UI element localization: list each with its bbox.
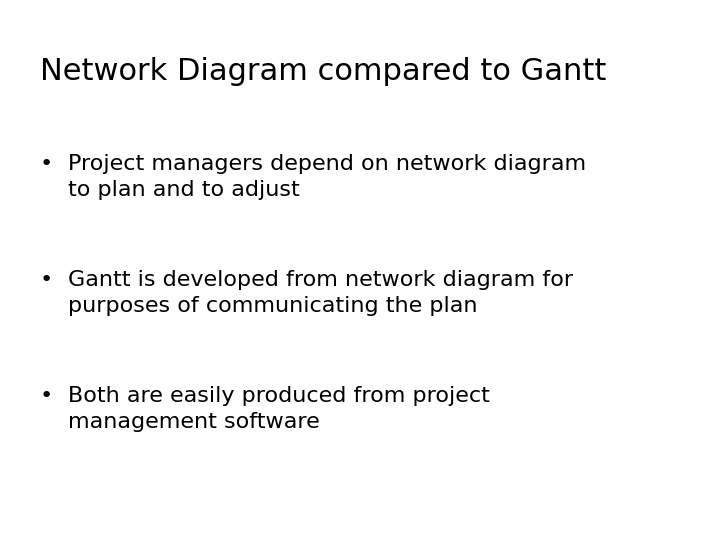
- Text: Gantt is developed from network diagram for
purposes of communicating the plan: Gantt is developed from network diagram …: [68, 270, 574, 315]
- Text: Project managers depend on network diagram
to plan and to adjust: Project managers depend on network diagr…: [68, 154, 587, 199]
- Text: •: •: [40, 386, 53, 406]
- Text: Both are easily produced from project
management software: Both are easily produced from project ma…: [68, 386, 490, 431]
- Text: •: •: [40, 270, 53, 290]
- Text: •: •: [40, 154, 53, 174]
- Text: Network Diagram compared to Gantt: Network Diagram compared to Gantt: [40, 57, 606, 86]
